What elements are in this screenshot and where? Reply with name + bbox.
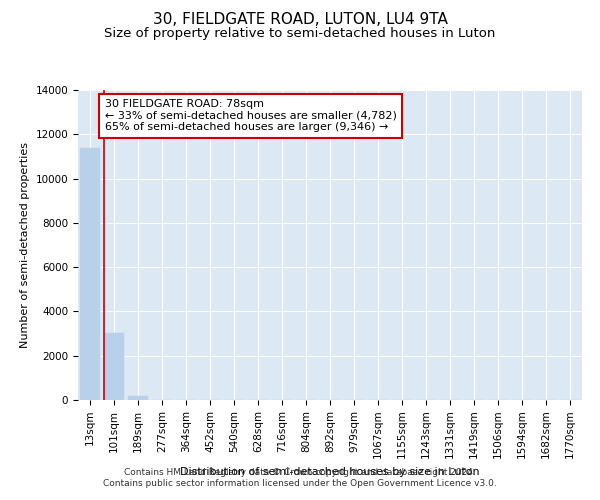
Text: 30 FIELDGATE ROAD: 78sqm
← 33% of semi-detached houses are smaller (4,782)
65% o: 30 FIELDGATE ROAD: 78sqm ← 33% of semi-d…: [105, 100, 397, 132]
Text: Contains HM Land Registry data © Crown copyright and database right 2024.
Contai: Contains HM Land Registry data © Crown c…: [103, 468, 497, 487]
Bar: [128, 396, 148, 400]
Bar: [104, 333, 124, 400]
Bar: [80, 148, 100, 400]
X-axis label: Distribution of semi-detached houses by size in Luton: Distribution of semi-detached houses by …: [180, 467, 480, 477]
Text: Size of property relative to semi-detached houses in Luton: Size of property relative to semi-detach…: [104, 28, 496, 40]
Text: 30, FIELDGATE ROAD, LUTON, LU4 9TA: 30, FIELDGATE ROAD, LUTON, LU4 9TA: [152, 12, 448, 28]
Y-axis label: Number of semi-detached properties: Number of semi-detached properties: [20, 142, 30, 348]
